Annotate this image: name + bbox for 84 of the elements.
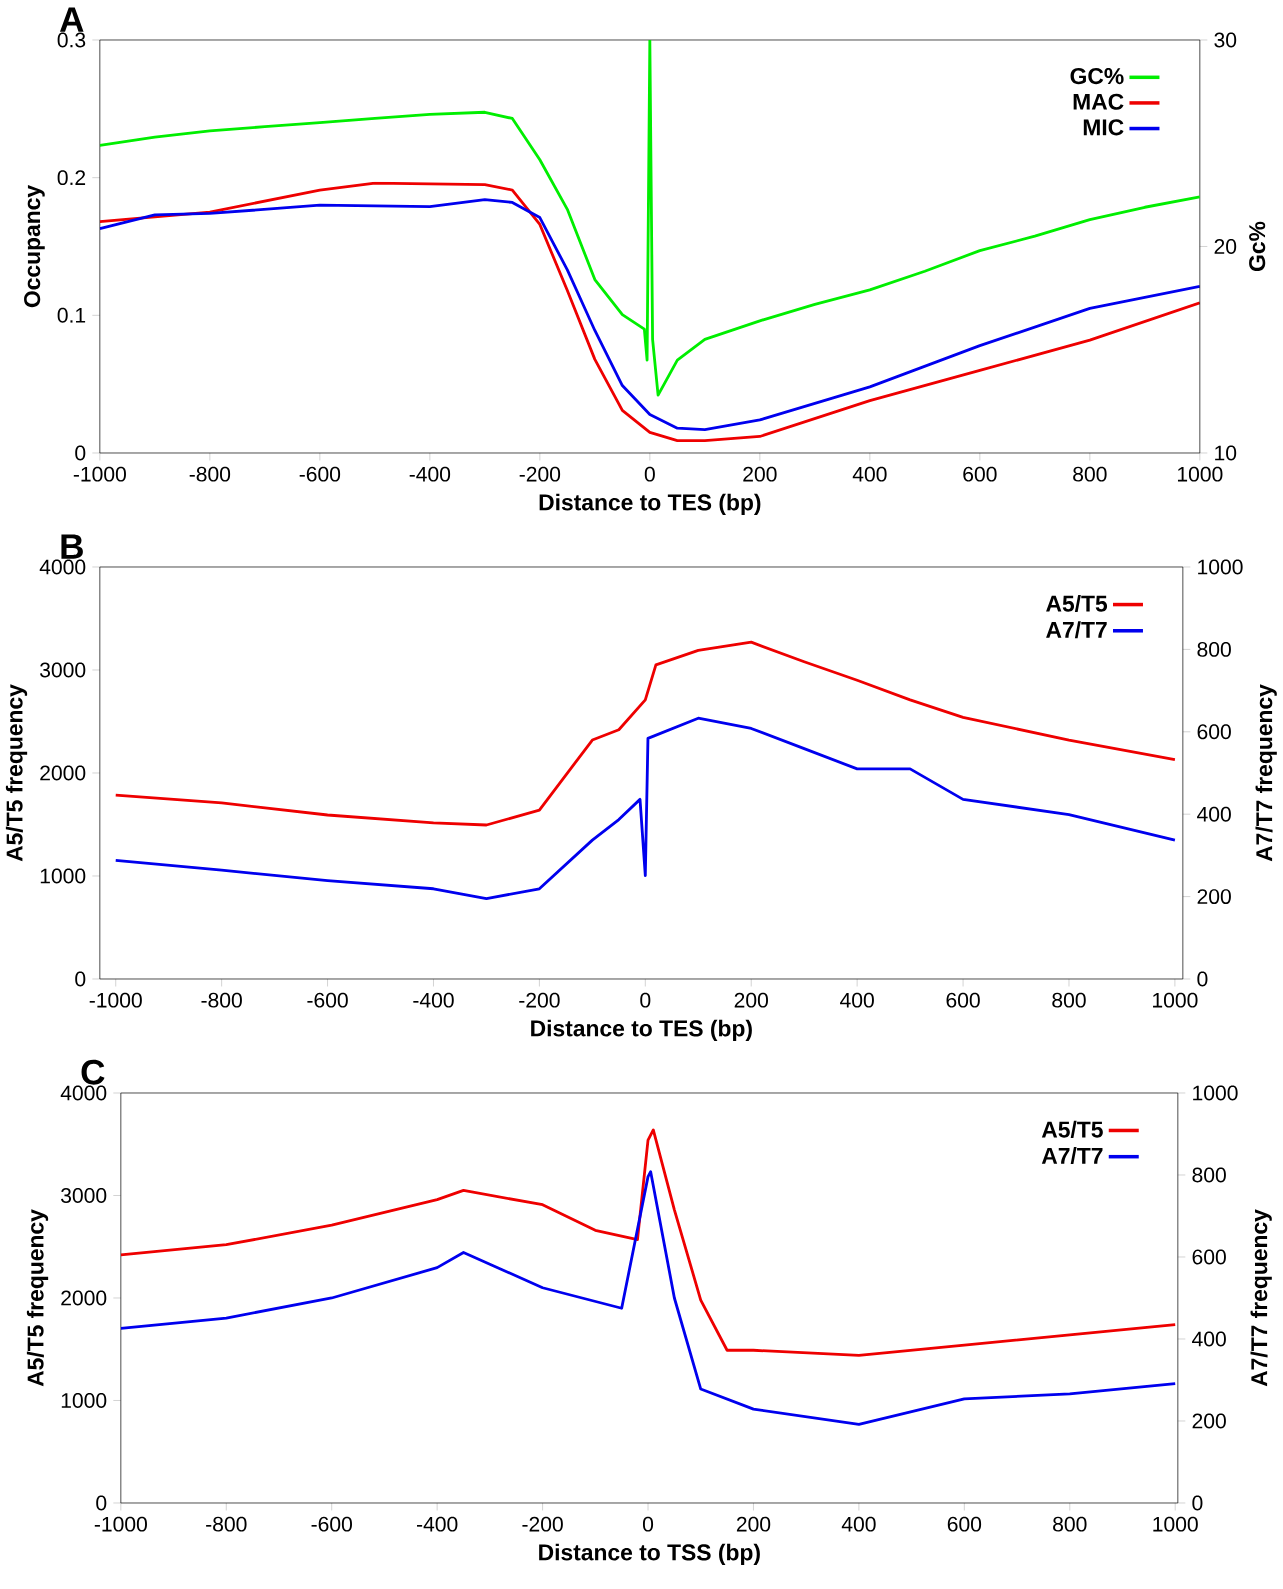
x-tick-label: -400 (413, 992, 454, 1008)
y2-tick-label: 10 (1215, 445, 1237, 461)
x-tick-label: -200 (519, 466, 561, 482)
line-series (114, 716, 1177, 901)
y-tick-label: 1000 (61, 1393, 107, 1408)
x-tick-label: -400 (417, 1516, 458, 1532)
y-tick-label: 0 (75, 971, 86, 987)
y-axis-title: A5/T5 frequency (27, 1209, 49, 1387)
y2-tick-label: 800 (1197, 641, 1232, 657)
chart-title: A (60, 7, 84, 32)
legend-label: A5/T5 (1046, 594, 1108, 612)
x-tick-label: 800 (1073, 466, 1107, 482)
y2-axis-title: A7/T7 frequency (1250, 1209, 1272, 1387)
x-tick-label: 0 (643, 1516, 654, 1532)
x-axis-title: Distance to TSS (bp) (539, 1543, 761, 1565)
x-tick-label: 800 (1052, 992, 1086, 1008)
legend-label: GC% (1070, 68, 1124, 85)
x-tick-label: 200 (737, 1516, 771, 1532)
y2-tick-label: 1000 (1198, 559, 1243, 575)
y2-tick-label: 600 (1197, 724, 1232, 740)
x-tick-label: -1000 (73, 466, 127, 482)
y-tick-label: 3000 (61, 1188, 107, 1203)
x-tick-label: -400 (409, 466, 451, 482)
x-tick-label: -800 (206, 1516, 247, 1532)
x-tick-label: 200 (743, 466, 777, 482)
y-tick-label: 4000 (39, 559, 86, 575)
x-tick-label: 200 (734, 992, 769, 1008)
line-series (121, 1170, 1177, 1426)
x-tick-label: -1000 (89, 992, 143, 1008)
x-tick-label: -600 (299, 466, 341, 482)
x-tick-label: 1000 (1178, 466, 1223, 482)
x-tick-label: -200 (522, 1516, 564, 1532)
legend-label: MIC (1084, 119, 1124, 136)
y-tick-label: 0.2 (57, 170, 86, 186)
y2-tick-label: 0 (1197, 971, 1208, 987)
x-tick-label: 0 (640, 992, 651, 1008)
legend-label: A7/T7 (1042, 1147, 1103, 1165)
y-tick-label: 1000 (40, 868, 86, 884)
y2-tick-label: 400 (1197, 806, 1232, 822)
y2-axis-title: Gc% (1249, 221, 1266, 271)
y2-tick-label: 600 (1192, 1249, 1227, 1265)
x-tick-label: 0 (644, 466, 656, 482)
x-axis-title: Distance to TES (bp) (531, 1019, 753, 1041)
y2-axis-title: A7/T7 frequency (1255, 684, 1277, 862)
x-tick-label: -200 (519, 992, 560, 1008)
y-axis-title: Occupancy (24, 185, 45, 308)
x-tick-label: 800 (1053, 1516, 1087, 1532)
y2-tick-label: 800 (1192, 1167, 1227, 1183)
legend-label: MAC (1073, 93, 1124, 110)
x-tick-label: 600 (946, 992, 981, 1008)
legend-label: A7/T7 (1046, 621, 1107, 639)
chart-title: C (81, 1059, 105, 1085)
y2-tick-label: 200 (1197, 889, 1232, 905)
x-tick-label: 400 (841, 1516, 876, 1532)
x-tick-label: 600 (963, 466, 997, 482)
x-tick-label: -800 (189, 466, 231, 482)
y-tick-label: 0 (96, 1495, 107, 1511)
x-tick-label: 1000 (1153, 992, 1198, 1008)
y-axis-title: A5/T5 frequency (6, 684, 28, 862)
y-tick-label: 0.1 (57, 307, 86, 323)
y2-tick-label: 30 (1214, 32, 1237, 48)
y2-tick-label: 1000 (1193, 1085, 1238, 1101)
x-axis-title: Distance to TES (bp) (539, 493, 761, 515)
y2-tick-label: 20 (1214, 239, 1237, 254)
y2-tick-label: 400 (1192, 1331, 1227, 1347)
y2-tick-label: 200 (1192, 1413, 1227, 1429)
y-tick-label: 4000 (60, 1085, 107, 1101)
y-tick-label: 2000 (61, 1290, 107, 1306)
x-tick-label: -800 (201, 992, 243, 1008)
x-tick-label: 400 (852, 466, 887, 482)
x-tick-label: -600 (307, 992, 349, 1008)
x-tick-label: 1000 (1153, 1516, 1199, 1532)
y-tick-label: 3000 (40, 662, 86, 678)
x-tick-label: -1000 (94, 1516, 148, 1532)
legend-label: A5/T5 (1042, 1120, 1104, 1138)
line-series (114, 640, 1177, 827)
y-tick-label: 0 (75, 445, 86, 461)
chart-title: B (61, 534, 84, 559)
y2-tick-label: 0 (1192, 1495, 1203, 1511)
x-tick-label: 600 (947, 1516, 982, 1532)
x-tick-label: -600 (311, 1516, 353, 1532)
y-tick-label: 0.3 (57, 32, 86, 48)
y-tick-label: 2000 (40, 765, 86, 781)
x-tick-label: 400 (840, 992, 875, 1008)
